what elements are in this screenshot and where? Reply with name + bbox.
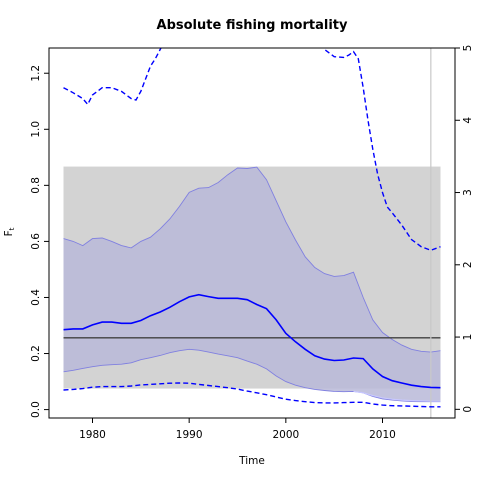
ci-lower-line — [63, 348, 441, 403]
y-tick-label: 0.8 — [30, 177, 42, 194]
right-y-tick-label: 5 — [462, 45, 474, 52]
y-axis-title-main: F — [3, 230, 15, 236]
y-tick-label: 0.0 — [30, 401, 42, 418]
x-tick-label: 2000 — [272, 429, 299, 441]
plot-frame — [48, 47, 456, 419]
right-y-tick-label: 2 — [462, 261, 474, 268]
x-tick-label: 1980 — [79, 429, 106, 441]
x-tick-label: 1990 — [176, 429, 203, 441]
axes-layer: 1980 1990 2000 2010 0.0 0.2 0.4 0.6 0.8 1.0 1.2 0 1 2… — [30, 45, 474, 441]
series-layer — [63, 48, 441, 418]
confidence-band-layer — [63, 166, 441, 403]
right-y-tick-label: 3 — [462, 189, 474, 196]
y-tick-label: 1.0 — [30, 121, 42, 138]
confidence-band — [63, 167, 441, 402]
y-tick-label: 0.4 — [30, 289, 42, 306]
dashed-upper-line — [322, 48, 441, 252]
faint-series-line — [353, 390, 441, 402]
y-axis-title-sub: t — [8, 227, 16, 230]
x-tick-label: 2010 — [369, 429, 396, 441]
y-tick-label: 0.6 — [30, 233, 42, 250]
right-y-tick-label: 1 — [462, 334, 474, 341]
svg-text:Ft: Ft — [3, 227, 16, 236]
y-tick-label: 1.2 — [30, 65, 42, 82]
dashed-lower-line — [63, 382, 441, 408]
right-y-tick-label: 0 — [462, 406, 474, 413]
y-tick-label: 0.2 — [30, 345, 42, 362]
dashed-upper-line — [63, 48, 162, 106]
y-axis-title: Ft — [3, 227, 16, 236]
x-axis-title: Time — [238, 455, 265, 467]
chart-title: Absolute fishing mortality — [157, 18, 348, 33]
estimate-line — [63, 293, 441, 389]
right-y-tick-label: 4 — [462, 117, 474, 124]
ci-upper-line — [63, 166, 441, 353]
